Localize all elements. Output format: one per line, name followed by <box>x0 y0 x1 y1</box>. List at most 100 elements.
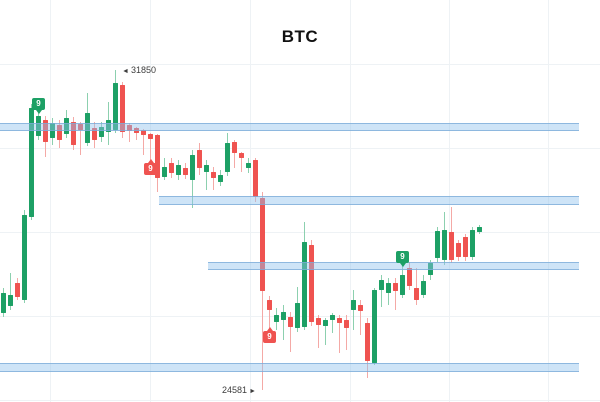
price-zone-band <box>159 195 579 205</box>
bullish-candle-body <box>386 282 391 293</box>
bearish-candle-body <box>71 121 76 145</box>
vertical-gridline <box>548 0 549 402</box>
candle-wick <box>346 314 347 351</box>
bullish-candle-body <box>162 166 167 177</box>
candle-wick <box>318 314 319 348</box>
bearish-candle-body <box>407 268 412 286</box>
bullish-candle-body <box>421 281 426 295</box>
candle-wick <box>213 166 214 190</box>
bearish-candle-body <box>337 317 342 323</box>
horizontal-gridline <box>0 64 600 65</box>
bearish-candle-body <box>211 172 216 178</box>
vertical-gridline <box>449 0 450 402</box>
bearish-candle-body <box>456 243 461 257</box>
bearish-candle-body <box>365 322 370 361</box>
bullish-candle-body <box>113 82 118 130</box>
price-zone-band <box>208 261 579 270</box>
bearish-candle-body <box>316 317 321 325</box>
bearish-candle-body <box>127 124 132 131</box>
candle-wick <box>395 278 396 310</box>
bullish-candle-body <box>330 314 335 320</box>
bearish-candle-body <box>414 287 419 300</box>
candle-wick <box>325 317 326 345</box>
bearish-candle-body <box>197 149 202 168</box>
bearish-candle-body <box>232 142 237 153</box>
bearish-candle-body <box>253 159 258 197</box>
candle-wick <box>241 151 242 172</box>
bearish-candle-body <box>344 320 349 328</box>
bearish-candle-body <box>141 130 146 136</box>
candle-wick <box>269 295 270 328</box>
right-arrow-icon: ► <box>249 388 256 395</box>
bullish-candle-body <box>99 127 104 137</box>
bearish-candle-body <box>92 128 97 140</box>
bearish-candle-body <box>15 282 20 297</box>
vertical-gridline <box>350 0 351 402</box>
horizontal-gridline <box>0 316 600 317</box>
bearish-candle-body <box>57 124 62 140</box>
bearish-candle-body <box>449 231 454 260</box>
bearish-candle-body <box>267 299 272 310</box>
bullish-candle-body <box>8 294 13 306</box>
candle-wick <box>332 313 333 333</box>
bullish-candle-body <box>435 230 440 258</box>
horizontal-gridline <box>0 400 600 401</box>
candle-wick <box>339 314 340 354</box>
bullish-candle-body <box>274 314 279 322</box>
bullish-candle-body <box>351 299 356 310</box>
bullish-candle-body <box>400 275 405 295</box>
bullish-candle-body <box>477 226 482 232</box>
candle-wick <box>262 191 263 390</box>
td9-marker: 9 <box>144 158 157 175</box>
bullish-candle-body <box>372 289 377 363</box>
bearish-candle-body <box>169 162 174 173</box>
horizontal-gridline <box>0 148 600 149</box>
bearish-candle-body <box>393 282 398 291</box>
bearish-candle-body <box>155 135 160 178</box>
bullish-candle-body <box>323 320 328 326</box>
chart-title: BTC <box>281 27 319 46</box>
candle-wick <box>290 311 291 352</box>
bullish-candle-body <box>190 155 195 180</box>
bearish-candle-body <box>239 152 244 158</box>
bullish-candle-body <box>1 292 6 313</box>
bullish-candle-body <box>281 311 286 320</box>
bearish-candle-body <box>120 85 125 132</box>
candle-wick <box>80 121 81 155</box>
low-price-label: 24581 ► <box>222 385 258 395</box>
bearish-candle-body <box>358 304 363 311</box>
candle-wick <box>136 127 137 140</box>
bullish-candle-body <box>302 241 307 327</box>
bearish-candle-body <box>309 244 314 322</box>
vertical-gridline <box>50 0 51 402</box>
candle-wick <box>143 128 144 155</box>
bullish-candle-body <box>470 229 475 257</box>
candle-wick <box>129 123 130 143</box>
price-zone-band <box>0 122 579 132</box>
td9-marker: 9 <box>263 326 276 343</box>
candle-wick <box>234 139 235 168</box>
bearish-candle-body <box>148 134 153 139</box>
bearish-candle-body <box>463 236 468 257</box>
vertical-gridline <box>250 0 251 402</box>
vertical-gridline <box>150 0 151 402</box>
bullish-candle-body <box>246 162 251 168</box>
price-zone-band <box>0 362 579 372</box>
bullish-candle-body <box>442 229 447 260</box>
bullish-candle-body <box>218 174 223 182</box>
bullish-candle-body <box>36 116 41 136</box>
high-price-value: 31850 <box>130 65 156 75</box>
bearish-candle-body <box>183 167 188 175</box>
bullish-candle-body <box>225 142 230 172</box>
high-price-label: ◄ 31850 <box>120 65 156 75</box>
bullish-candle-body <box>176 165 181 175</box>
bullish-candle-body <box>295 303 300 328</box>
candle-wick <box>10 272 11 310</box>
td9-marker: 9 <box>32 97 45 114</box>
candle-wick <box>283 304 284 340</box>
low-price-value: 24581 <box>222 385 248 395</box>
bearish-candle-body <box>260 198 265 291</box>
td9-marker: 9 <box>396 251 409 268</box>
bullish-candle-body <box>29 107 34 217</box>
